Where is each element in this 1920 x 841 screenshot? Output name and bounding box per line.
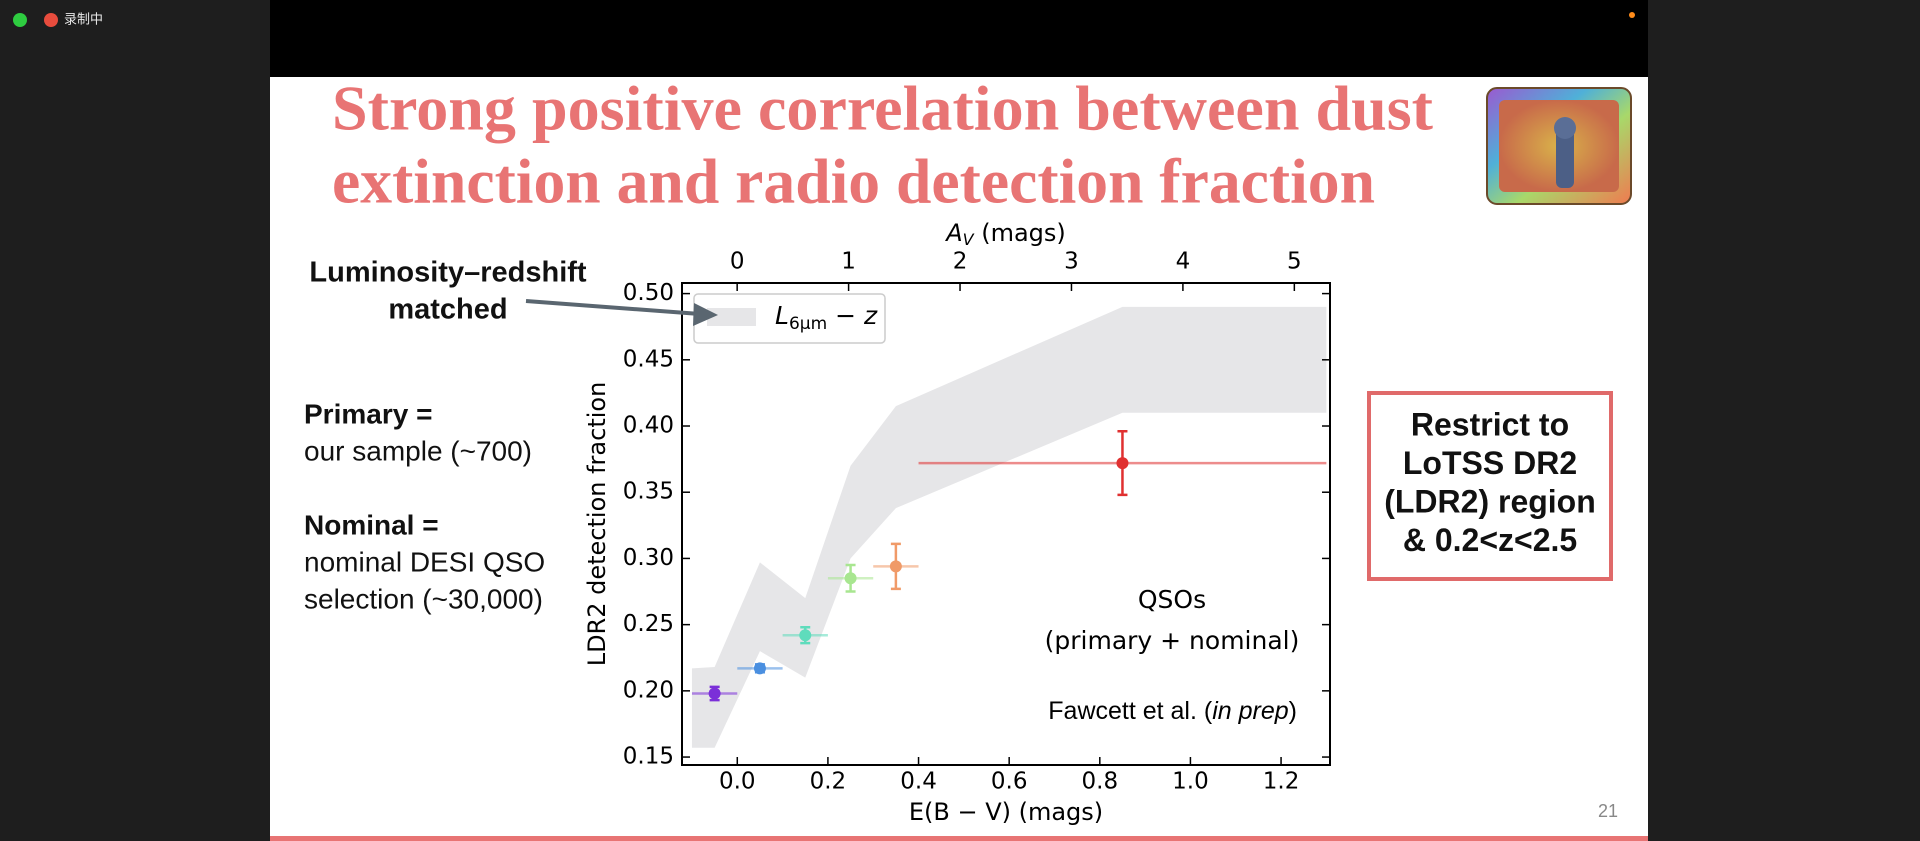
chart: 0.150.200.250.300.350.400.450.500.0 0.2 0.… <box>583 219 1331 826</box>
shield-icon <box>13 13 27 27</box>
point <box>753 662 766 675</box>
condition-text: (LDR2) region <box>1384 483 1596 519</box>
band-area <box>691 306 1327 748</box>
x2-tick-label: 5 <box>1287 249 1302 275</box>
y-tick-label: 0.25 <box>623 611 674 637</box>
point <box>889 560 902 573</box>
y-tick-label: 0.15 <box>623 744 674 770</box>
y-tick-label: 0.40 <box>623 413 674 439</box>
annotation-arrowhead <box>693 303 718 326</box>
y-tick-label: 0.50 <box>623 280 674 306</box>
x-tick-label: 1.0 <box>1172 769 1209 795</box>
y-tick-label: 0.20 <box>623 677 674 703</box>
slide-title: Strong positive correlation between dust <box>332 73 1434 144</box>
annotation: Luminosity–redshift <box>309 257 586 289</box>
slide-title: extinction and radio detection fraction <box>332 146 1375 217</box>
y-axis-label: LDR2 detection fraction <box>583 382 611 667</box>
condition-text: LoTSS DR2 <box>1403 445 1577 481</box>
legend-rest: − z <box>827 301 878 330</box>
x2-tick-label: 2 <box>953 249 968 275</box>
y-tick-label: 0.45 <box>623 346 674 372</box>
legend-sub: 6µm <box>789 314 827 334</box>
x-tick-label: 0.2 <box>810 769 847 795</box>
credit-italic: in prep <box>1212 697 1289 725</box>
legend-swatch <box>707 308 756 326</box>
x2-tick-label: 1 <box>841 249 856 275</box>
x-tick-label: 0.6 <box>991 769 1028 795</box>
record-icon[interactable] <box>44 13 58 27</box>
chart-note: (primary + nominal) <box>1045 626 1300 655</box>
condition-box <box>1367 391 1613 581</box>
x-tick-label: 0.0 <box>719 769 756 795</box>
logo <box>1486 87 1632 205</box>
annotation-arrow <box>525 299 701 316</box>
note-text: Nominal = <box>304 509 439 540</box>
note-text: selection (~30,000) <box>304 583 543 614</box>
point <box>1116 457 1129 470</box>
condition-text: Restrict to <box>1411 406 1569 442</box>
legend-symbol: L <box>775 301 789 330</box>
x2-axis-label: AV (mags) <box>944 219 1066 249</box>
x2-tick-label: 0 <box>730 249 745 275</box>
status-dot <box>1629 12 1635 18</box>
point <box>708 687 721 700</box>
slide-bottom-line <box>270 836 1648 841</box>
condition-text: & 0.2<z<2.5 <box>1403 522 1577 558</box>
x-axis-label: E(B − V) (mags) <box>909 798 1103 826</box>
x2-label-sub: V <box>963 230 975 249</box>
annotation: matched <box>388 294 507 326</box>
note-text: nominal DESI QSO <box>304 546 545 577</box>
point <box>799 629 812 642</box>
x2-label-rest: (mags) <box>974 219 1066 247</box>
credit: Fawcett et al. (in prep) <box>1048 697 1297 725</box>
x-tick-label: 1.2 <box>1263 769 1300 795</box>
slide-top-bar <box>270 0 1648 77</box>
note-text: our sample (~700) <box>304 435 532 466</box>
x-tick-label: 0.4 <box>900 769 937 795</box>
chart-note: QSOs <box>1138 585 1206 614</box>
credit-text: ) <box>1289 697 1297 725</box>
x-tick-label: 0.8 <box>1082 769 1119 795</box>
plot-frame <box>681 282 1331 766</box>
point <box>844 572 857 585</box>
y-tick-label: 0.30 <box>623 545 674 571</box>
x2-tick-label: 3 <box>1064 249 1079 275</box>
page-number: 21 <box>1598 801 1618 821</box>
x2-tick-label: 4 <box>1176 249 1191 275</box>
y-tick-label: 0.35 <box>623 479 674 505</box>
recording-label: 录制中 <box>64 11 103 26</box>
credit-text: Fawcett et al. ( <box>1048 697 1213 725</box>
legend-label: L6µm − z <box>775 301 878 334</box>
x2-label-symbol: A <box>944 219 962 247</box>
note-text: Primary = <box>304 398 432 429</box>
